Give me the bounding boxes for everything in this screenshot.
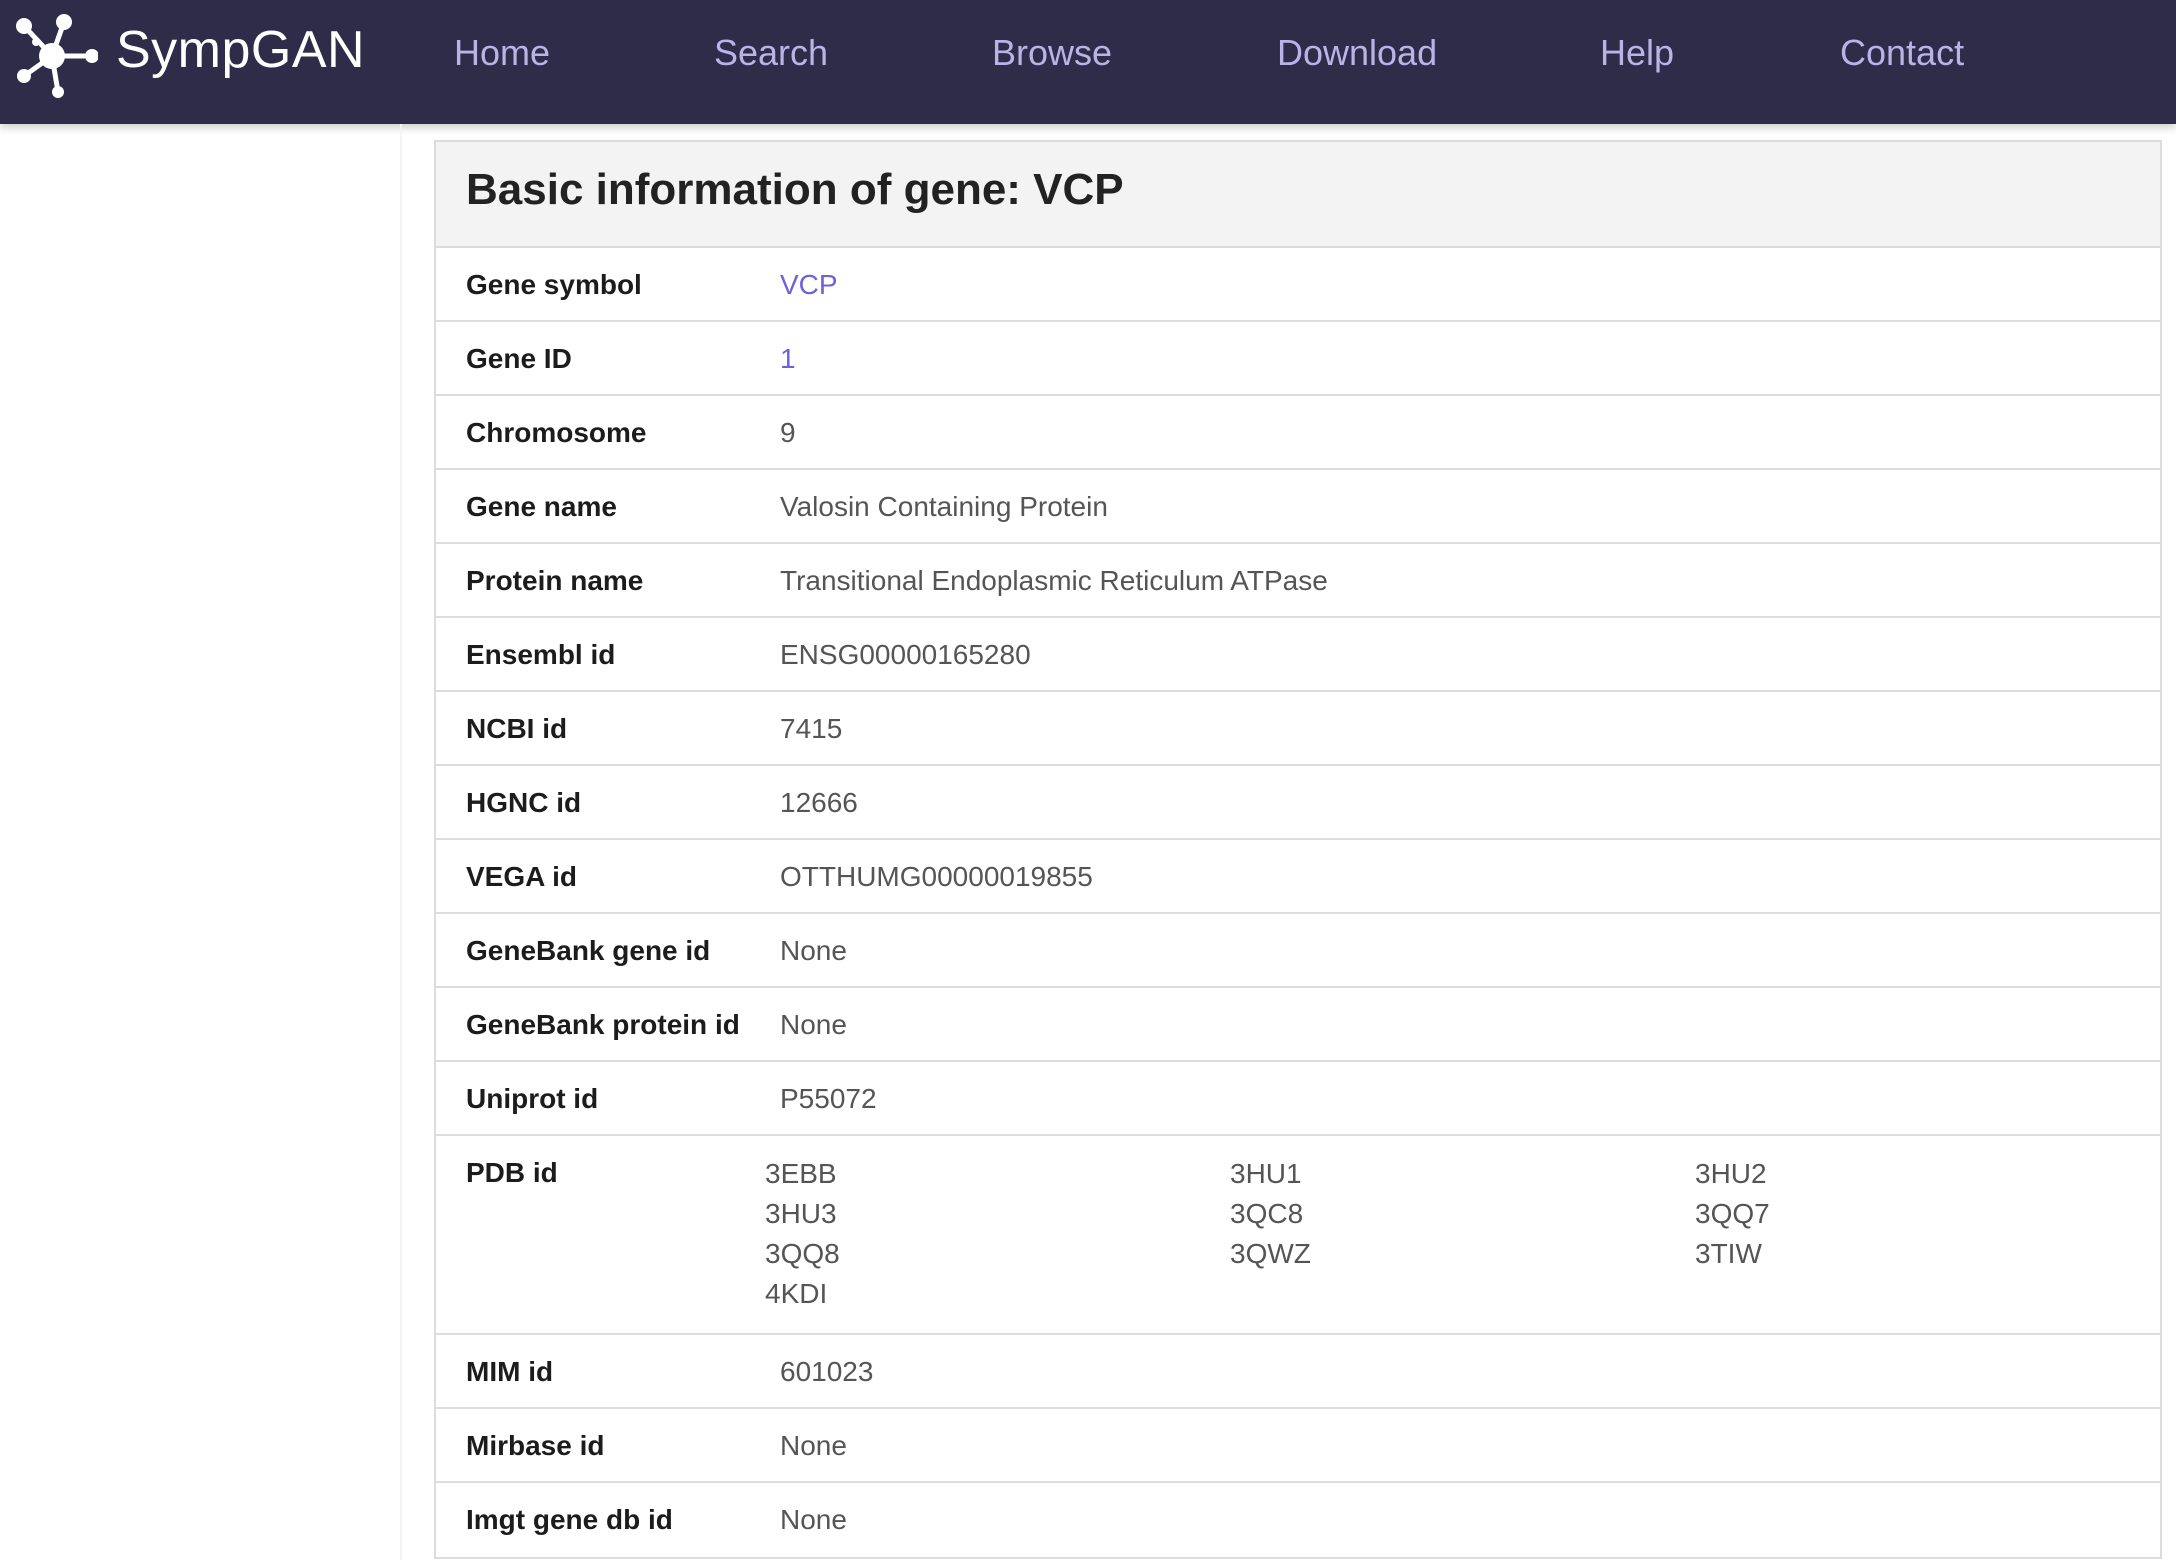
row-pdb-id: PDB id 3EBB 3HU1 3HU2 3HU3 3QC8 3QQ7 3QQ… <box>436 1136 2160 1335</box>
row-hgnc-id: HGNC id 12666 <box>436 766 2160 840</box>
nav-search[interactable]: Search <box>714 32 829 73</box>
gene-id-link[interactable]: 1 <box>780 343 796 374</box>
pdb-id-list: 3EBB 3HU1 3HU2 3HU3 3QC8 3QQ7 3QQ8 3QWZ … <box>765 1136 2160 1333</box>
row-label: NCBI id <box>466 713 568 744</box>
row-label: Protein name <box>466 565 644 596</box>
row-label: Ensembl id <box>466 639 616 670</box>
row-value: OTTHUMG00000019855 <box>780 861 1093 892</box>
row-ensembl-id: Ensembl id ENSG00000165280 <box>436 618 2160 692</box>
row-genebank-protein-id: GeneBank protein id None <box>436 988 2160 1062</box>
nav-home[interactable]: Home <box>454 32 551 73</box>
row-uniprot-id: Uniprot id P55072 <box>436 1062 2160 1136</box>
row-value: None <box>780 1009 847 1040</box>
row-value: 9 <box>780 417 796 448</box>
row-protein-name: Protein name Transitional Endoplasmic Re… <box>436 544 2160 618</box>
row-value: 7415 <box>780 713 843 744</box>
top-navbar: SympGAN Home Search Browse Download Help… <box>0 0 2176 124</box>
nav-browse[interactable]: Browse <box>992 32 1113 73</box>
pdb-id-item: 3QQ8 <box>765 1238 840 1269</box>
row-label: Gene symbol <box>466 269 642 300</box>
row-value: 12666 <box>780 787 858 818</box>
row-value: None <box>780 935 847 966</box>
row-gene-id: Gene ID 1 <box>436 322 2160 396</box>
row-gene-name: Gene name Valosin Containing Protein <box>436 470 2160 544</box>
row-label: GeneBank protein id <box>466 1009 740 1040</box>
pdb-id-item: 3TIW <box>1695 1238 1762 1269</box>
row-value: Transitional Endoplasmic Reticulum ATPas… <box>780 565 1328 596</box>
pdb-id-item: 3QC8 <box>1230 1198 1304 1229</box>
row-label: GeneBank gene id <box>466 935 711 966</box>
row-gene-symbol: Gene symbol VCP <box>436 248 2160 322</box>
row-label: PDB id <box>466 1157 558 1188</box>
pdb-id-item: 3QWZ <box>1230 1238 1311 1269</box>
gene-symbol-link[interactable]: VCP <box>780 269 838 300</box>
row-label: Mirbase id <box>466 1430 605 1461</box>
row-label: Imgt gene db id <box>466 1504 673 1535</box>
row-label: VEGA id <box>466 861 577 892</box>
pdb-id-item: 3EBB <box>765 1158 837 1189</box>
row-value: None <box>780 1430 847 1461</box>
row-mim-id: MIM id 601023 <box>436 1335 2160 1409</box>
row-value: P55072 <box>780 1083 877 1114</box>
gene-info-panel: Basic information of gene: VCP Gene symb… <box>434 140 2162 1559</box>
row-mirbase-id: Mirbase id None <box>436 1409 2160 1483</box>
row-value: None <box>780 1504 847 1535</box>
row-vega-id: VEGA id OTTHUMG00000019855 <box>436 840 2160 914</box>
pdb-id-item: 3HU2 <box>1695 1158 1767 1189</box>
nav-download[interactable]: Download <box>1277 32 1438 73</box>
row-value: Valosin Containing Protein <box>780 491 1108 522</box>
pdb-id-item: 3QQ7 <box>1695 1198 1770 1229</box>
sidebar-divider <box>400 124 402 1560</box>
panel-heading: Basic information of gene: VCP <box>436 142 2160 248</box>
row-genebank-gene-id: GeneBank gene id None <box>436 914 2160 988</box>
row-chromosome: Chromosome 9 <box>436 396 2160 470</box>
row-value: 601023 <box>780 1356 874 1387</box>
row-value: ENSG00000165280 <box>780 639 1031 670</box>
nav-help[interactable]: Help <box>1600 32 1675 73</box>
row-label: HGNC id <box>466 787 582 818</box>
row-label: MIM id <box>466 1356 554 1387</box>
pdb-id-item: 3HU3 <box>765 1198 837 1229</box>
row-label: Uniprot id <box>466 1083 599 1114</box>
row-label: Gene ID <box>466 343 572 374</box>
page-title: Basic information of gene: VCP <box>466 165 1124 214</box>
nav-contact[interactable]: Contact <box>1840 32 1965 73</box>
brand[interactable]: SympGAN <box>12 12 365 98</box>
network-nodes-icon <box>12 12 98 98</box>
brand-name: SympGAN <box>116 21 366 79</box>
row-imgt-gene-db-id: Imgt gene db id None <box>436 1483 2160 1557</box>
pdb-id-item: 4KDI <box>765 1278 828 1309</box>
row-label: Gene name <box>466 491 617 522</box>
row-label: Chromosome <box>466 417 647 448</box>
row-ncbi-id: NCBI id 7415 <box>436 692 2160 766</box>
pdb-id-item: 3HU1 <box>1230 1158 1302 1189</box>
